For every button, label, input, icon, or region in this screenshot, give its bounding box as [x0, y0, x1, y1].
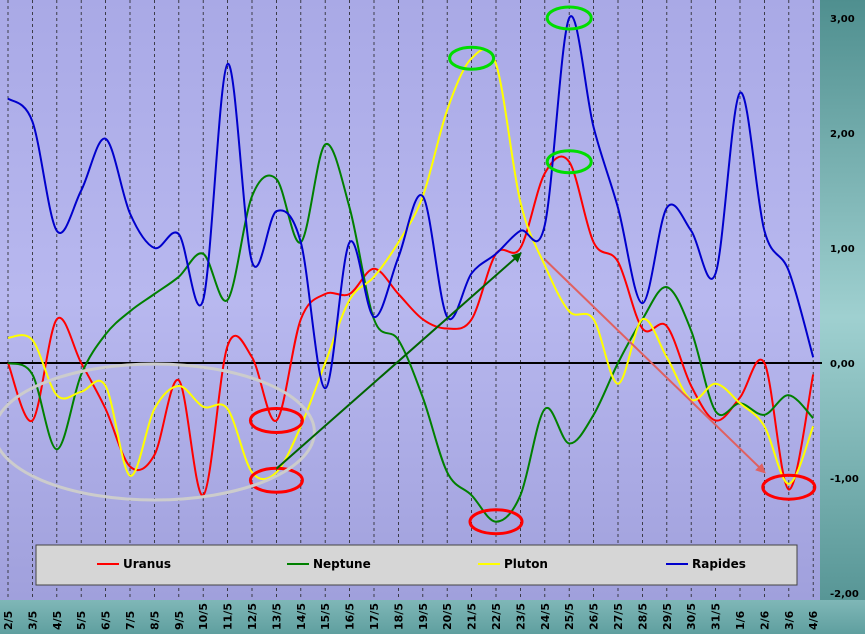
x-tick-label: 3/5	[26, 611, 39, 630]
x-axis-panel	[0, 600, 865, 634]
x-tick-label: 15/5	[319, 603, 332, 630]
x-tick-label: 19/5	[417, 603, 430, 630]
x-tick-label: 8/5	[148, 611, 161, 630]
y-tick-label: 3,00	[830, 14, 855, 25]
x-tick-label: 18/5	[392, 603, 405, 630]
x-tick-label: 7/5	[124, 611, 137, 630]
y-tick-label: 0,00	[830, 359, 855, 370]
plot-area	[0, 0, 820, 600]
series-line-pluton	[7, 48, 815, 485]
trend-arrow	[275, 252, 522, 470]
y-tick-label: 2,00	[830, 129, 855, 140]
legend-label: Rapides	[692, 557, 746, 571]
x-tick-label: 31/5	[710, 603, 723, 630]
legend-label: Neptune	[313, 557, 371, 571]
x-tick-label: 6/5	[100, 611, 113, 630]
x-tick-label: 5/5	[75, 611, 88, 630]
highlight-ellipse	[448, 45, 496, 71]
series-lines	[7, 15, 815, 523]
series-line-neptune	[7, 143, 814, 523]
x-tick-label: 24/5	[539, 603, 552, 630]
y-tick-label: -1,00	[830, 474, 859, 485]
x-tick-label: 25/5	[563, 603, 576, 630]
y-tick-label: 1,00	[830, 244, 855, 255]
x-tick-label: 2/6	[758, 610, 771, 630]
y-tick-label: -2,00	[830, 589, 859, 600]
series-line-rapides	[7, 15, 815, 390]
x-tick-label: 16/5	[344, 603, 357, 630]
legend-label: Uranus	[123, 557, 171, 571]
x-tick-label: 10/5	[197, 603, 210, 630]
x-tick-label: 30/5	[685, 603, 698, 630]
x-tick-label: 4/6	[807, 610, 820, 630]
x-axis-tick-labels: 2/5 3/5 4/5 5/5 6/5 7/5 8/5 9/5 10/5 11/5 12/5 13/5…	[2, 603, 820, 630]
x-tick-label: 22/5	[490, 603, 503, 630]
y-axis-tick-labels: 3,00 2,00 1,00 0,00 -1,00 -2,00	[830, 14, 859, 600]
annotations	[0, 5, 817, 536]
x-tick-label: 1/6	[734, 610, 747, 630]
x-tick-label: 11/5	[222, 603, 235, 630]
x-tick-label: 21/5	[466, 603, 479, 630]
x-tick-label: 28/5	[636, 603, 649, 630]
highlight-ellipse	[545, 5, 593, 31]
x-tick-label: 12/5	[246, 603, 259, 630]
x-tick-label: 9/5	[173, 611, 186, 630]
highlight-ellipse	[248, 407, 304, 434]
highlight-ellipse	[468, 508, 524, 536]
x-tick-label: 13/5	[270, 603, 283, 630]
trend-arrow	[544, 258, 766, 474]
series-line-uranus	[7, 155, 815, 497]
x-tick-label: 29/5	[661, 603, 674, 630]
x-tick-label: 2/5	[2, 611, 15, 630]
highlight-ellipse	[0, 362, 316, 502]
x-tick-label: 23/5	[514, 603, 527, 630]
legend-label: Pluton	[504, 557, 548, 571]
y-axis-panel	[820, 0, 865, 634]
x-tick-label: 27/5	[612, 603, 625, 630]
highlight-ellipse	[545, 149, 593, 175]
x-tick-label: 3/6	[783, 610, 796, 630]
x-tick-label: 4/5	[51, 611, 64, 630]
x-tick-label: 26/5	[588, 603, 601, 630]
highlight-ellipse	[761, 473, 817, 501]
x-tick-label: 17/5	[368, 603, 381, 630]
legend: Uranus Neptune Pluton Rapides	[35, 544, 798, 586]
x-tick-label: 14/5	[295, 603, 308, 630]
x-tick-label: 20/5	[441, 603, 454, 630]
